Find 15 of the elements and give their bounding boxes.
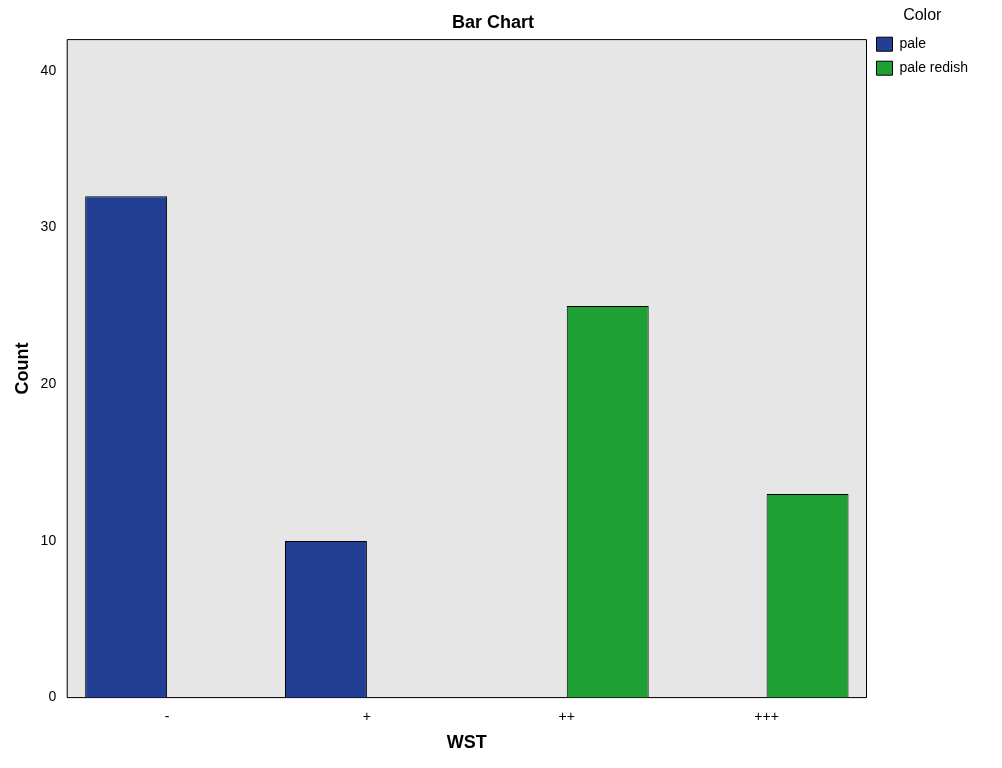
y-axis-title: Count bbox=[11, 342, 32, 395]
legend-title: Color bbox=[903, 6, 943, 24]
y-tick-label: 40 bbox=[40, 61, 57, 78]
chart-title: Bar Chart bbox=[451, 11, 535, 32]
y-tick-label: 20 bbox=[40, 375, 57, 392]
legend-label: pale redish bbox=[899, 59, 969, 76]
y-tick-label: 30 bbox=[40, 218, 57, 235]
x-axis-title: WST bbox=[446, 732, 487, 753]
x-tick-label: +++ bbox=[754, 707, 779, 724]
x-tick-label: + bbox=[362, 707, 372, 724]
legend-label: pale bbox=[899, 35, 927, 52]
x-tick-label: ++ bbox=[558, 707, 575, 724]
y-tick-label: 0 bbox=[48, 688, 57, 705]
x-tick-label: - bbox=[164, 707, 170, 724]
y-tick-label: 10 bbox=[40, 531, 57, 548]
